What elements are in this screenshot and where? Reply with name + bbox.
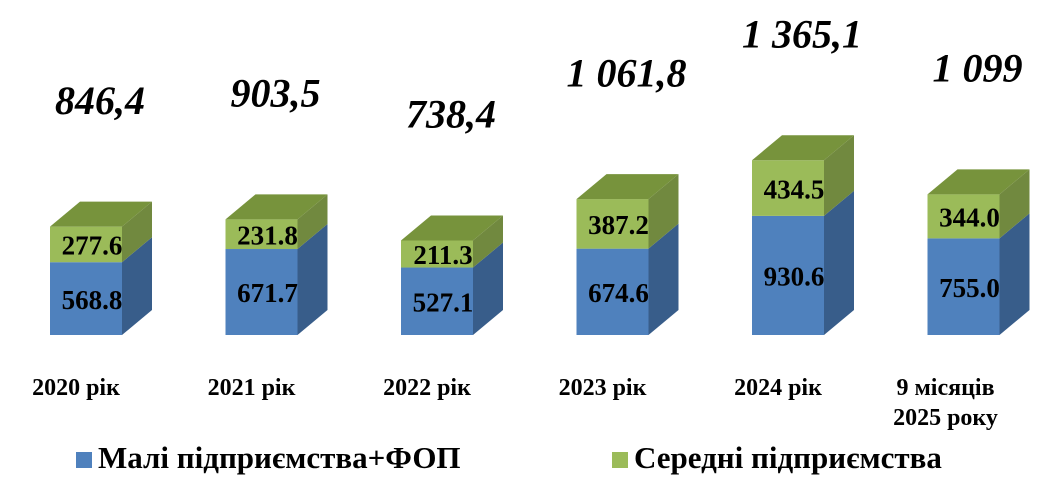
value-label: 434.5: [764, 174, 825, 204]
value-label: 527.1: [413, 287, 474, 317]
bar-top: [401, 215, 503, 241]
bar-top: [752, 135, 854, 161]
bar-front: [50, 262, 122, 335]
value-label: 674.6: [588, 278, 649, 308]
x-tick-label: 2020 рік: [32, 375, 120, 401]
legend-label: Середні підприємства: [634, 440, 942, 475]
x-tick-label: 9 місяців 2025 року: [893, 375, 998, 431]
bar-side: [473, 242, 503, 335]
bar-front: [927, 238, 1000, 335]
bar-top: [576, 174, 679, 200]
value-label: 231.8: [237, 220, 298, 250]
bar-front: [50, 226, 122, 263]
value-label: 930.6: [764, 262, 825, 292]
legend-label: Малі підприємства+ФОП: [98, 440, 461, 475]
bar-side: [824, 135, 854, 216]
bar-front: [576, 199, 649, 249]
legend-swatch: [76, 452, 92, 468]
bar-front: [576, 248, 649, 335]
x-tick-label: 2021 рік: [207, 375, 296, 401]
bar-top: [927, 169, 1030, 195]
total-label: 903,5: [231, 71, 321, 116]
bar-top: [225, 194, 328, 220]
bar-side: [648, 223, 679, 335]
bar-side: [297, 224, 328, 335]
bar-side: [122, 237, 152, 335]
total-label: 846,4: [55, 78, 145, 123]
bar-front: [752, 160, 824, 216]
x-tick-label: 2023 рік: [558, 375, 647, 401]
value-label: 344.0: [939, 203, 1000, 233]
bar-front: [752, 215, 824, 335]
bar-side: [999, 169, 1030, 239]
bar-top: [50, 201, 152, 227]
bar-front: [225, 219, 298, 250]
legend-swatch: [612, 452, 628, 468]
x-tick-label: 2022 рік: [383, 375, 471, 401]
bar-front: [401, 240, 473, 268]
value-label: 211.3: [413, 240, 472, 270]
total-label: 1 061,8: [567, 50, 687, 95]
bar-front: [927, 194, 1000, 239]
value-label: 277.6: [62, 231, 123, 261]
bar-side: [122, 201, 152, 263]
value-label: 671.7: [237, 278, 298, 308]
total-label: 1 365,1: [742, 11, 862, 56]
value-label: 755.0: [939, 273, 1000, 303]
total-label: 1 099: [933, 45, 1023, 90]
bar-side: [648, 174, 679, 249]
bar-side: [473, 215, 503, 268]
total-label: 738,4: [406, 92, 496, 137]
bar-front: [225, 249, 298, 335]
bar-side: [824, 190, 854, 335]
value-label: 387.2: [588, 210, 649, 240]
bar-side: [297, 194, 328, 250]
bar-front: [401, 267, 473, 335]
bar-side: [999, 213, 1030, 335]
x-tick-label: 2024 рік: [734, 375, 822, 401]
value-label: 568.8: [62, 285, 123, 315]
